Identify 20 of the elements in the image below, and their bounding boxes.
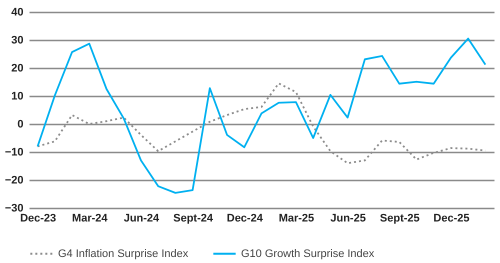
y-tick-label: 40: [11, 6, 24, 18]
x-tick-label: Mar-24: [72, 212, 108, 224]
x-tick-label: Mar-25: [278, 212, 314, 224]
x-tick-label: Jun-24: [124, 212, 160, 224]
legend-label: G4 Inflation Surprise Index: [58, 248, 189, 260]
x-tick-label: Jun-25: [330, 212, 366, 224]
y-tick-label: −10: [4, 146, 24, 158]
y-tick-label: 0: [17, 118, 24, 130]
y-tick-label: 30: [11, 34, 24, 46]
y-tick-label: 10: [11, 90, 24, 102]
x-tick-label: Sept-25: [380, 212, 420, 224]
x-tick-label: Dec-23: [20, 212, 56, 224]
y-tick-label: 20: [11, 62, 24, 74]
x-tick-label: Sept-24: [173, 212, 214, 224]
line-series: [36, 38, 486, 194]
legend-label: G10 Growth Surprise Index: [241, 248, 375, 260]
x-tick-label: Dec-25: [433, 212, 470, 224]
x-tick-label: Dec-24: [226, 212, 264, 224]
y-tick-label: −30: [4, 202, 24, 214]
y-tick-label: −20: [4, 174, 24, 186]
